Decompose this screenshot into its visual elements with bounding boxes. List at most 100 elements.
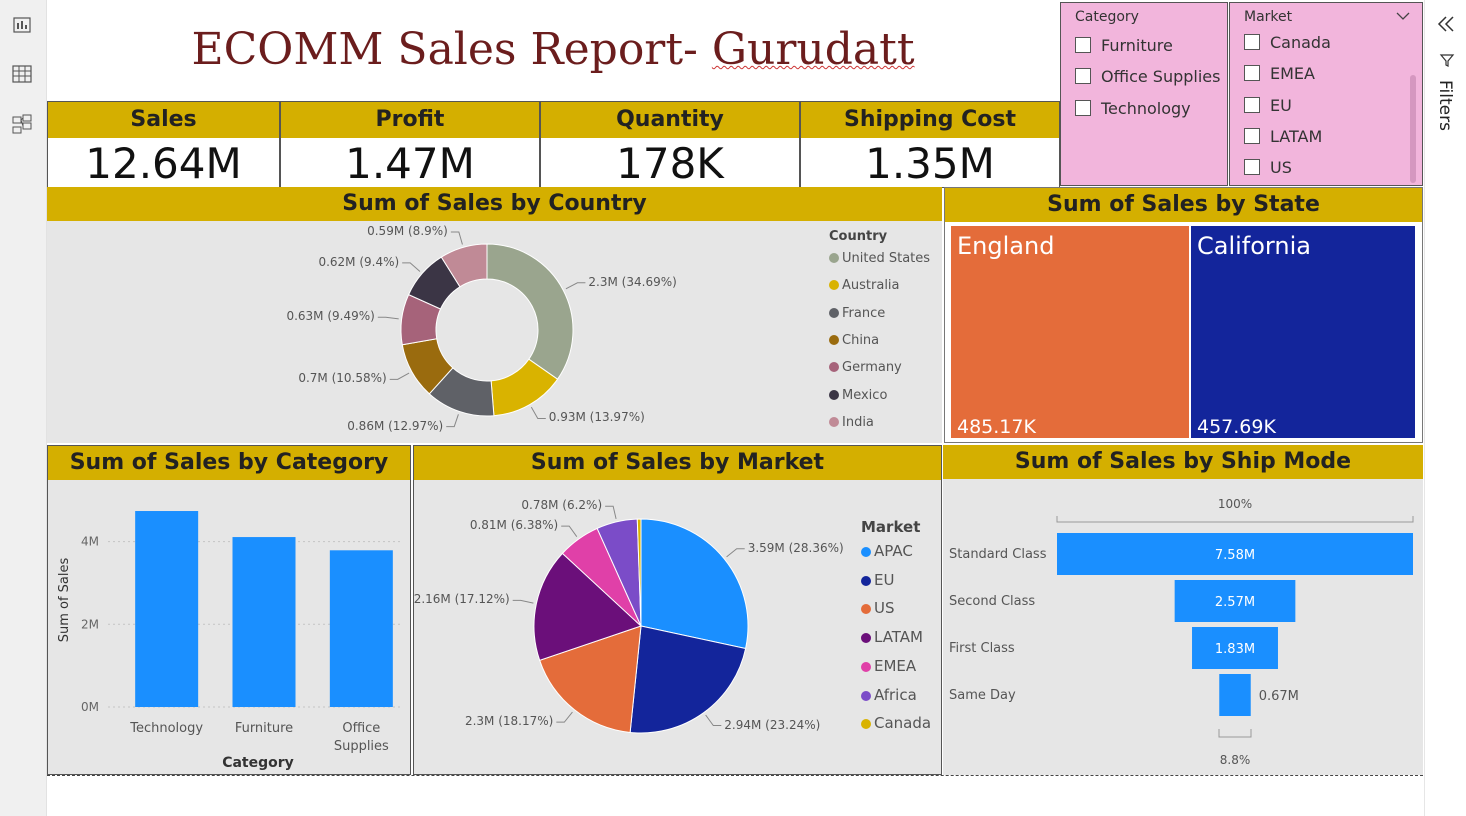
bar[interactable] [329,550,393,707]
legend-item: Australia [829,278,900,293]
funnel-value-label: 7.58M [1215,548,1255,563]
checkbox[interactable] [1075,37,1091,53]
bar[interactable] [135,511,199,707]
model-view-icon[interactable] [11,113,33,135]
kpi-card-shipping-cost: Shipping Cost 1.35M [800,101,1060,188]
option-label: EMEA [1270,64,1315,83]
bar[interactable] [232,537,296,707]
market-slice[interactable] [533,552,642,661]
funnel-bar[interactable] [1192,627,1278,669]
data-view-icon[interactable] [11,63,33,85]
category-bar-panel: Sum of Sales by Category 0M 2M 4M Technolog… [47,445,411,775]
data-label: 0.81M (6.38%) [469,518,559,533]
leader-line [726,548,745,558]
legend-item: Canada [861,714,931,732]
checkbox[interactable] [1244,65,1260,81]
legend-label: EU [874,570,895,589]
market-slice[interactable] [539,625,642,733]
data-label: 0.86M (12.97%) [347,418,444,433]
legend-label: Canada [874,714,932,733]
market-slice[interactable] [636,518,642,627]
checkbox[interactable] [1075,68,1091,84]
data-label: 2.16M (17.12%) [413,592,510,607]
legend-item: Mexico [829,388,887,403]
market-slice[interactable] [640,518,749,650]
funnel-bottom-bracket [1218,729,1252,738]
market-slice[interactable] [629,625,747,734]
checkbox[interactable] [1075,100,1091,116]
funnel-top-bracket [1056,516,1414,523]
option-label: Technology [1101,99,1191,118]
legend-swatch [861,690,871,701]
legend-label: United States [842,251,931,266]
country-slice[interactable] [486,243,574,380]
market-slicer: Market Canada EMEA EU LATAM US [1229,2,1423,186]
funnel-bar[interactable] [1174,580,1296,622]
funnel-bar[interactable] [1057,533,1413,575]
x-tick-label: Office [342,721,380,736]
country-slice[interactable] [440,243,488,288]
leader-line [530,406,546,419]
kpi-label: Quantity [541,102,799,138]
y-tick-label: 0M [81,700,99,714]
funnel-value-label: 1.83M [1215,642,1255,657]
funnel-value-label: 0.67M [1259,689,1299,704]
data-label: 3.59M (28.36%) [747,540,844,555]
report-view-icon[interactable] [11,14,33,36]
filters-pane-collapsed[interactable]: Filters [1424,0,1466,816]
slicer-option-technology[interactable]: Technology [1075,99,1191,118]
funnel-bar[interactable] [1219,674,1251,716]
checkbox[interactable] [1244,34,1260,50]
treemap-tile[interactable]: England 485.17K [951,226,1189,438]
slicer-option-emea[interactable]: EMEA [1244,64,1315,83]
data-label: 2.3M (18.17%) [464,714,554,729]
legend-title: Market [861,518,921,536]
slicer-option-canada[interactable]: Canada [1244,33,1331,52]
legend-swatch [861,719,871,730]
legend-item: United States [829,251,930,266]
data-label: 0.7M (10.58%) [298,371,387,386]
market-pie-panel: Sum of Sales by Market Market APAC EU US LA… [413,445,942,775]
option-label: US [1270,158,1292,177]
slicer-scrollbar[interactable] [1410,75,1416,183]
chart-title: Sum of Sales by Ship Mode [943,445,1423,479]
kpi-card-quantity: Quantity 178K [540,101,800,188]
report-title-text: ECOMM Sales Report- [191,24,712,75]
legend-swatch [829,253,839,263]
legend-item: EU [861,571,894,589]
option-label: EU [1270,96,1292,115]
checkbox[interactable] [1244,128,1260,144]
slicer-option-office-supplies[interactable]: Office Supplies [1075,67,1220,86]
checkbox[interactable] [1244,97,1260,113]
legend-swatch [861,661,871,672]
collapse-chevrons-icon[interactable] [1436,14,1456,34]
leader-line [377,316,399,320]
leader-line [389,372,410,380]
kpi-value: 1.47M [345,139,475,188]
legend-label: LATAM [874,628,923,647]
slicer-option-furniture[interactable]: Furniture [1075,36,1173,55]
filters-label[interactable]: Filters [1435,80,1455,131]
slicer-option-eu[interactable]: EU [1244,96,1292,115]
funnel-bottom-percent: 8.8% [1220,753,1251,767]
chart-title: Sum of Sales by Category [48,446,410,480]
kpi-card-profit: Profit 1.47M [280,101,540,188]
slicer-title: Category [1075,9,1139,25]
slicer-option-us[interactable]: US [1244,158,1292,177]
x-axis-title: Category [222,755,294,771]
slicer-option-latam[interactable]: LATAM [1244,127,1322,146]
shipmode-funnel-chart: 100% Standard Class 7.58M Second Class 2.57M… [949,497,1414,767]
legend-item: LATAM [861,628,923,646]
y-tick-label: 2M [81,617,99,631]
country-donut-panel: Sum of Sales by Country Country United S… [47,187,942,443]
leader-line [402,262,421,272]
legend-item: China [829,333,879,348]
kpi-label: Profit [281,102,539,138]
chevron-down-icon[interactable] [1396,11,1410,21]
funnel-category-label: Same Day [949,688,1016,703]
funnel-category-label: Second Class [949,594,1035,609]
slicer-title: Market [1244,9,1293,25]
checkbox[interactable] [1244,159,1260,175]
legend-item: Germany [829,360,902,375]
treemap-tile[interactable]: California 457.69K [1191,226,1415,438]
